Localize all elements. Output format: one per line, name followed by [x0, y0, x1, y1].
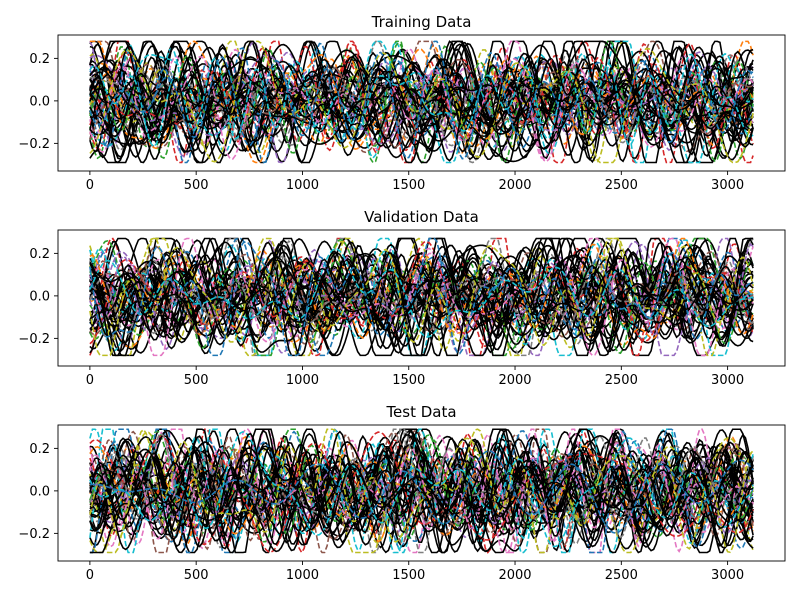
- test-series-line: [89, 450, 754, 534]
- test-panel: 0 500 1000 1500 2000 2500 3000 −0.2 0.0 0.2 Test D…: [18, 403, 786, 583]
- validation-series-line: [89, 254, 754, 355]
- training-x-tick-label: 2500: [605, 178, 638, 193]
- test-x-tick-label: 3000: [711, 568, 744, 583]
- test-series-line: [89, 445, 754, 531]
- training-series-line: [89, 40, 754, 164]
- training-series-line: [89, 49, 754, 143]
- validation-axes-frame: [57, 229, 786, 367]
- validation-x-tick-label: 0: [86, 373, 94, 388]
- test-series-group: [89, 428, 754, 555]
- test-series-line: [89, 429, 754, 554]
- test-x-tick-label: 2000: [498, 568, 531, 583]
- test-series-line: [89, 449, 754, 527]
- training-series-line: [89, 74, 754, 144]
- test-y-tick-label: 0.0: [29, 484, 50, 499]
- validation-series-line: [89, 237, 754, 357]
- test-series-line: [89, 438, 754, 549]
- validation-series-line: [89, 264, 754, 336]
- validation-panel: 0 500 1000 1500 2000 2500 3000 −0.2 0.0 0.2 Valida…: [18, 208, 786, 388]
- test-axes-frame: [57, 424, 786, 562]
- validation-x-tick-label: 1000: [286, 373, 319, 388]
- validation-series-group: [89, 237, 754, 357]
- training-series-line: [89, 40, 754, 164]
- training-x-tick-label: 2000: [498, 178, 531, 193]
- validation-series-line: [89, 237, 754, 357]
- test-y-tick-label: 0.2: [29, 442, 50, 457]
- training-x-tick-label: 500: [184, 178, 209, 193]
- training-axes-frame: [57, 34, 786, 172]
- training-y-tick-label: 0.2: [29, 52, 50, 67]
- test-series-line: [89, 428, 754, 549]
- validation-y-tick-label: −0.2: [18, 332, 50, 347]
- training-series-line: [89, 40, 754, 162]
- test-x-tick-label: 1000: [286, 568, 319, 583]
- validation-series-line: [89, 256, 754, 337]
- training-series-line: [89, 44, 754, 159]
- training-series-line: [89, 53, 754, 148]
- validation-series-line: [89, 237, 754, 347]
- training-series-line: [89, 40, 754, 160]
- validation-x-tick-label: 500: [184, 373, 209, 388]
- test-x-tick-label: 500: [184, 568, 209, 583]
- training-series-line: [89, 67, 754, 137]
- training-title: Training Data: [371, 13, 472, 31]
- training-series-line: [89, 40, 754, 164]
- training-y-tick-label: −0.2: [18, 137, 50, 152]
- validation-series-line: [89, 240, 754, 345]
- validation-x-tick-label: 2500: [605, 373, 638, 388]
- test-series-line: [89, 428, 754, 554]
- validation-series-line: [89, 254, 754, 336]
- validation-series-line: [89, 237, 754, 357]
- test-series-line: [89, 428, 754, 551]
- training-x-tick-label: 0: [86, 178, 94, 193]
- validation-series-line: [89, 241, 754, 357]
- test-series-line: [89, 428, 754, 539]
- training-series-group: [89, 40, 754, 164]
- test-y-tick-label: −0.2: [18, 527, 50, 542]
- test-x-tick-label: 1500: [392, 568, 425, 583]
- test-series-line: [89, 432, 754, 550]
- test-series-line: [89, 447, 754, 524]
- validation-x-tick-label: 2000: [498, 373, 531, 388]
- test-series-line: [89, 454, 754, 535]
- validation-series-line: [89, 237, 754, 357]
- test-series-line: [89, 428, 754, 554]
- validation-y-tick-label: 0.0: [29, 289, 50, 304]
- validation-x-tick-label: 1500: [392, 373, 425, 388]
- training-series-line: [89, 40, 754, 164]
- test-x-tick-label: 0: [86, 568, 94, 583]
- test-series-line: [89, 430, 754, 548]
- training-x-tick-label: 3000: [711, 178, 744, 193]
- validation-y-tick-label: 0.2: [29, 247, 50, 262]
- training-y-tick-label: 0.0: [29, 94, 50, 109]
- training-x-tick-label: 1000: [286, 178, 319, 193]
- training-panel: 0 500 1000 1500 2000 2500 3000 −0.2 0.0 0.2 Traini…: [18, 13, 786, 193]
- test-series-line: [89, 428, 754, 554]
- training-series-line: [89, 54, 754, 145]
- test-x-tick-label: 2500: [605, 568, 638, 583]
- test-title: Test Data: [385, 403, 456, 421]
- validation-x-tick-label: 3000: [711, 373, 744, 388]
- training-x-tick-label: 1500: [392, 178, 425, 193]
- validation-title: Validation Data: [364, 208, 479, 226]
- test-series-line: [89, 437, 754, 554]
